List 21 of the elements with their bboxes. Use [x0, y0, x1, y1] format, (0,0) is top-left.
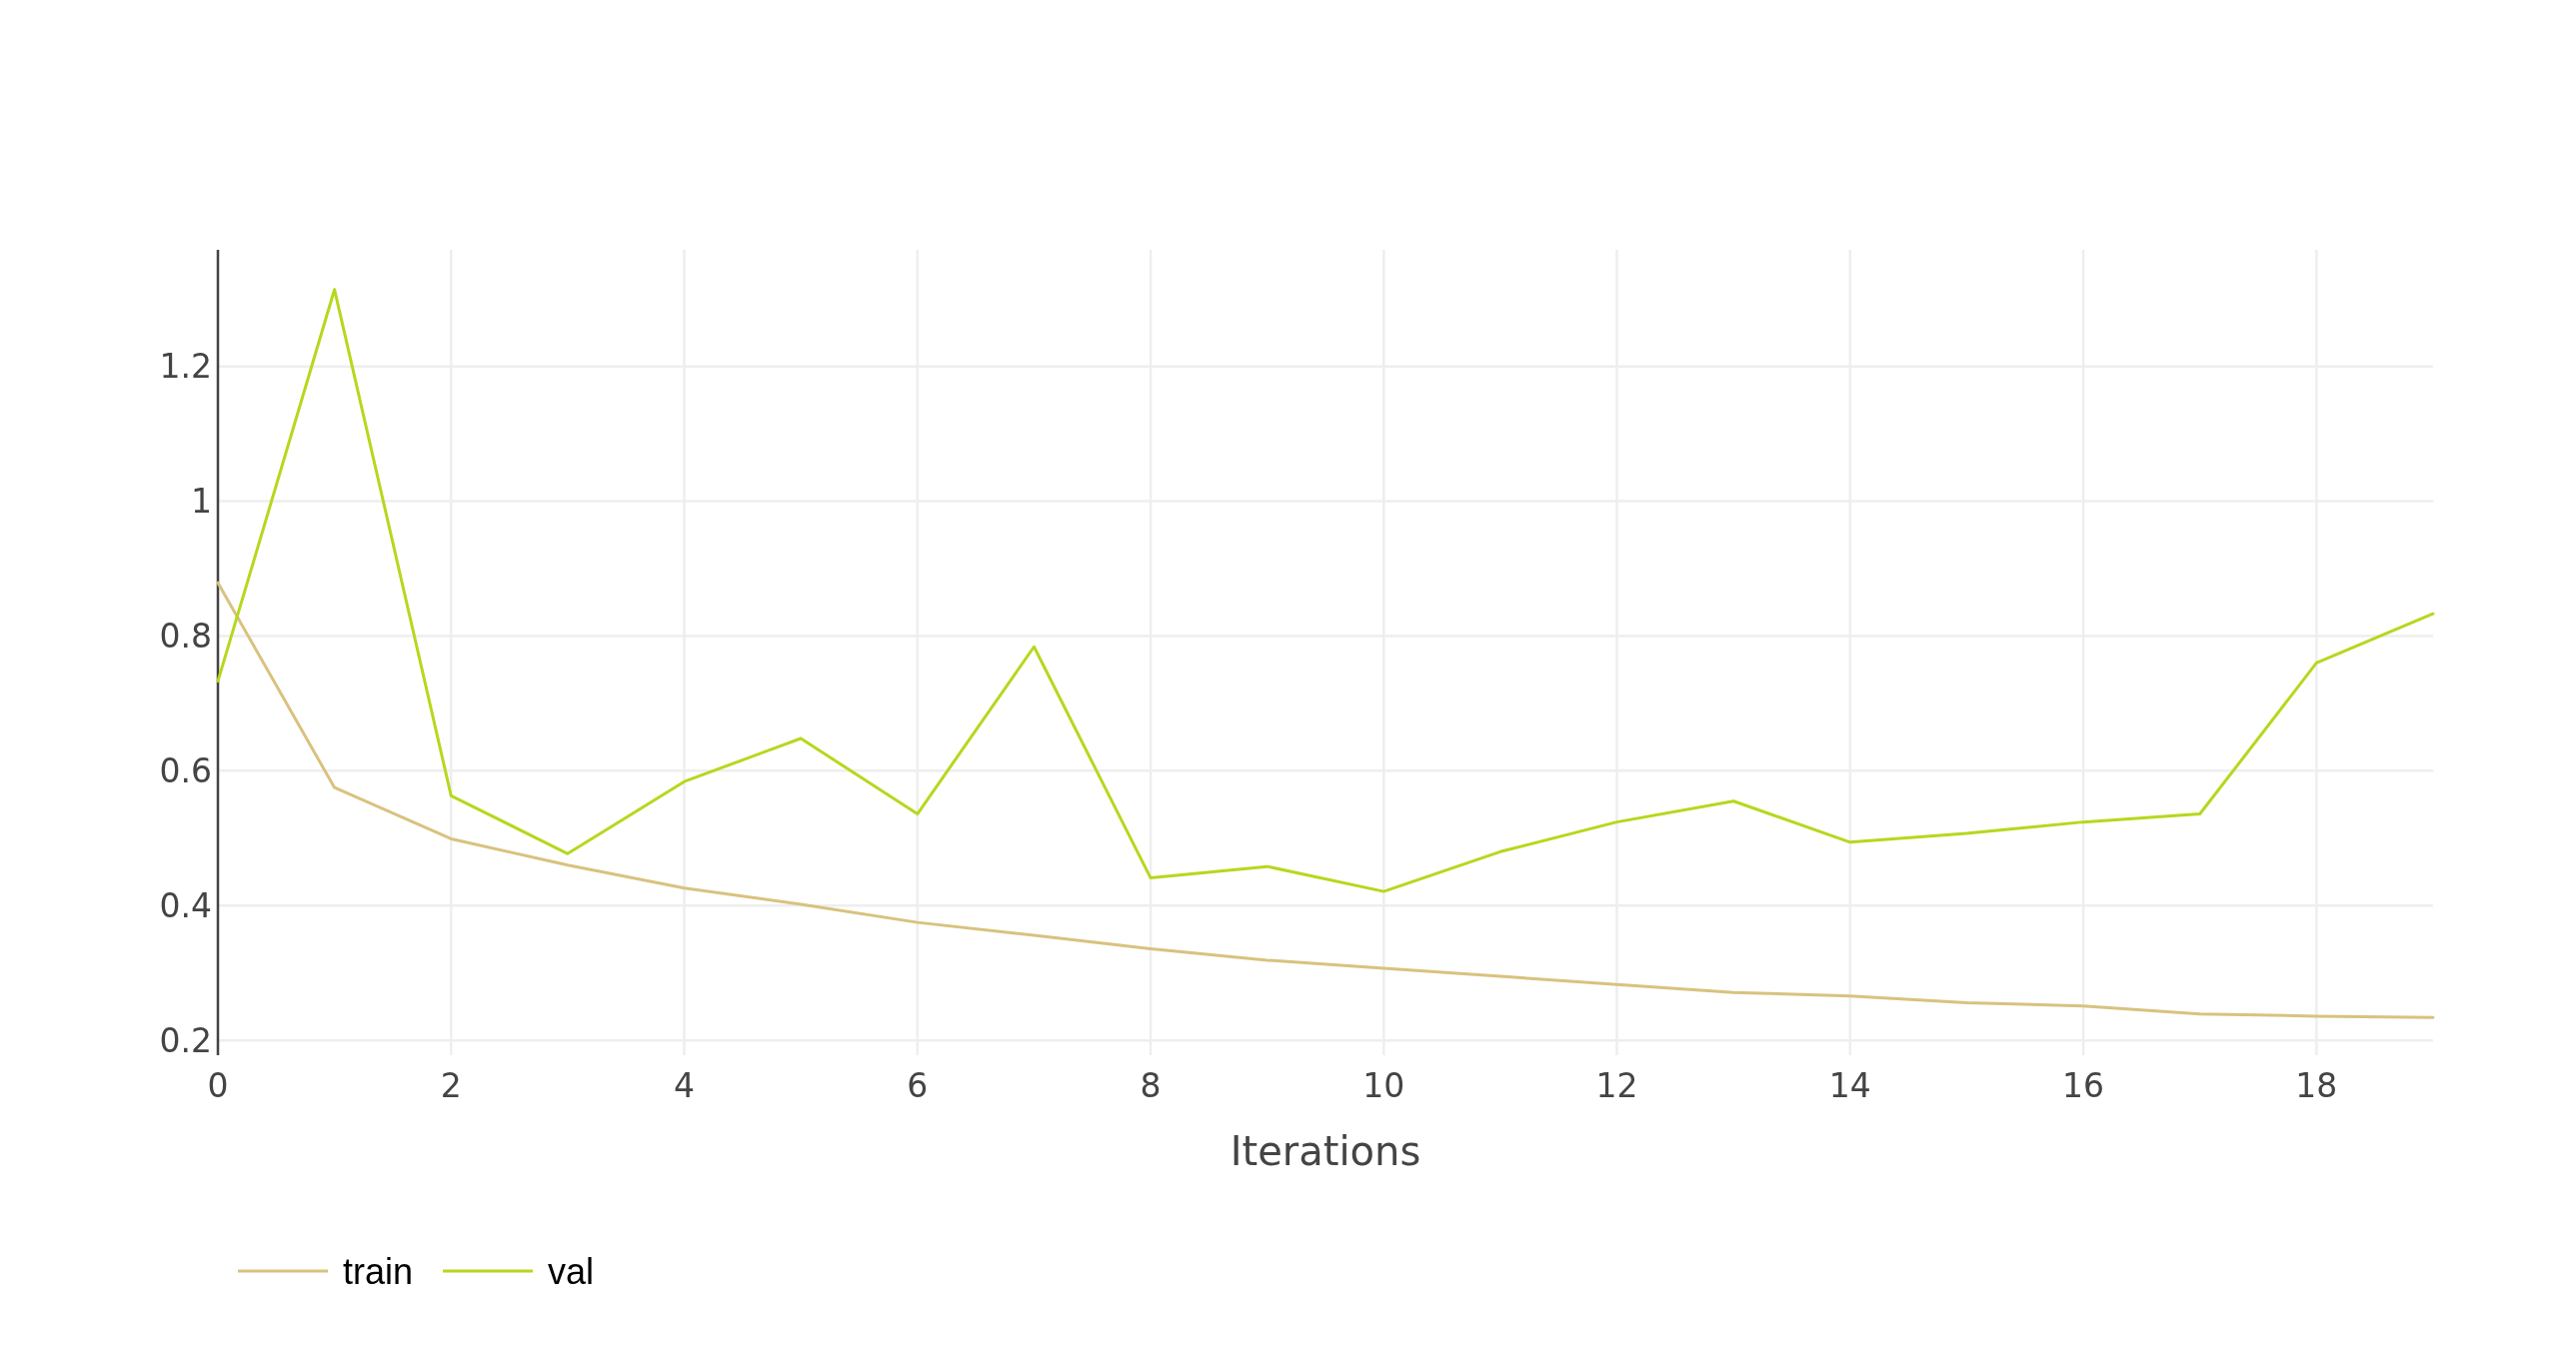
x-tick-label: 8	[1140, 1066, 1162, 1105]
line-series	[216, 581, 2435, 1019]
y-tick-label: 0.4	[159, 885, 212, 925]
legend-label: val	[548, 1250, 595, 1292]
x-tick-label: 10	[1362, 1066, 1405, 1105]
x-tick-label: 6	[907, 1066, 929, 1105]
y-tick-label: 0.6	[159, 750, 212, 790]
y-tick-label: 0.2	[159, 1020, 212, 1060]
legend-label: train	[343, 1250, 414, 1292]
x-tick-label: 16	[2062, 1066, 2105, 1105]
x-axis-title: Iterations	[1230, 1128, 1421, 1174]
y-tick-label: 1	[191, 482, 212, 522]
line-series	[216, 288, 2435, 893]
y-tick-label: 0.8	[159, 617, 212, 657]
x-tick-label: 14	[1828, 1066, 1871, 1105]
x-tick-label: 0	[207, 1066, 229, 1105]
x-tick-label: 18	[2295, 1066, 2338, 1105]
x-tick-label: 12	[1595, 1066, 1638, 1105]
x-tick-label: 4	[674, 1066, 696, 1105]
y-tick-label: 1.2	[159, 347, 212, 387]
x-tick-label: 2	[440, 1066, 462, 1105]
